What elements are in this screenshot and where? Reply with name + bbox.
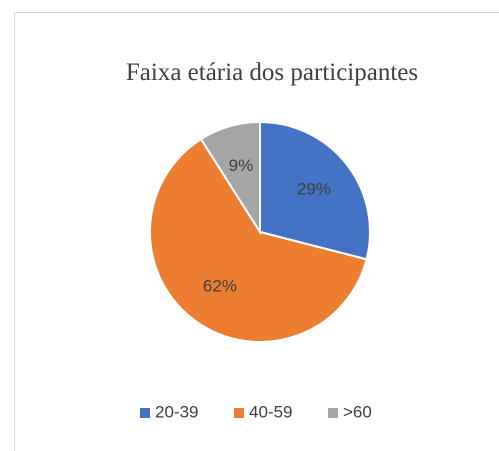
data-label: 9% — [229, 156, 254, 175]
legend-label: 20-39 — [155, 402, 198, 421]
legend-swatch — [140, 408, 150, 418]
pie-slice — [259, 120, 371, 261]
chart-title: Faixa etária dos participantes — [126, 59, 418, 86]
legend-swatch — [234, 408, 244, 418]
pie-slice — [199, 120, 261, 236]
data-label: 62% — [203, 277, 237, 296]
data-label: 29% — [297, 180, 331, 199]
legend-label: >60 — [343, 402, 372, 421]
legend-swatch — [328, 408, 338, 418]
legend-label: 40-59 — [249, 402, 292, 421]
pie-slice — [149, 137, 368, 343]
